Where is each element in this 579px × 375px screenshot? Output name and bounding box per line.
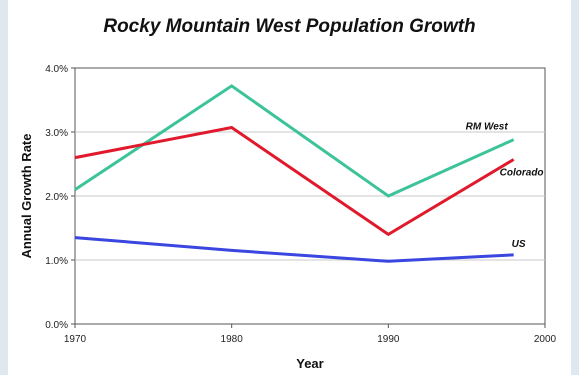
y-tick-label: 2.0% [45, 192, 68, 203]
x-tick-label: 1970 [64, 334, 87, 345]
series-label-rm-west: RM West [466, 122, 509, 133]
y-tick-label: 3.0% [45, 128, 68, 139]
series-line-colorado [74, 125, 515, 237]
series-line-us [74, 236, 514, 263]
x-tick-label: 1980 [221, 334, 244, 345]
x-tick-label: 2000 [534, 334, 557, 345]
x-axis-title: Year [296, 356, 323, 371]
x-tick-label: 1990 [377, 334, 400, 345]
y-tick-label: 1.0% [45, 256, 68, 267]
y-tick-label: 0.0% [45, 320, 68, 331]
series-line-rm-west [74, 84, 515, 198]
y-axis-title: Annual Growth Rate [19, 134, 34, 259]
chart-title: Rocky Mountain West Population Growth [103, 16, 476, 37]
y-tick-label: 4.0% [45, 64, 68, 75]
series-label-us: US [512, 239, 526, 250]
series-label-colorado: Colorado [500, 168, 544, 179]
